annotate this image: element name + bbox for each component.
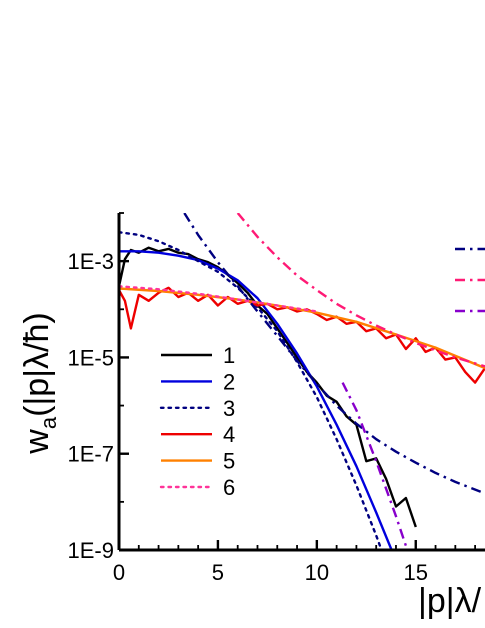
x-tick-label: 15 <box>404 560 428 585</box>
top-right-legend <box>455 247 485 313</box>
y-axis-label: wa(|p|λ/ħ) <box>18 312 61 454</box>
series-line-unlabeled-7 <box>183 213 485 495</box>
legend-label-6: 6 <box>223 475 235 500</box>
legend-label-3: 3 <box>223 396 235 421</box>
series-line-6 <box>119 285 318 313</box>
y-tick-label: 1E-5 <box>68 345 114 370</box>
plot-frame <box>117 213 485 552</box>
series-line-unlabeled-8 <box>236 213 485 368</box>
legend-label-4: 4 <box>223 422 235 447</box>
series-line-3 <box>119 231 383 550</box>
x-axis-label: |p|λ/ <box>418 582 482 620</box>
series-line-1 <box>119 246 417 528</box>
x-tick-label: 5 <box>212 560 224 585</box>
x-tick-label: 0 <box>113 560 125 585</box>
series-layer <box>119 213 485 550</box>
y-tick-label: 1E-7 <box>68 442 114 467</box>
legend-label-2: 2 <box>223 369 235 394</box>
y-tick-label: 1E-3 <box>68 249 114 274</box>
series-line-2 <box>119 250 393 550</box>
legend-label-1: 1 <box>223 343 235 368</box>
y-tick-label: 1E-9 <box>68 538 114 563</box>
x-tick-label: 10 <box>305 560 329 585</box>
series-line-unlabeled-9 <box>341 382 409 550</box>
legend-label-5: 5 <box>223 449 235 474</box>
